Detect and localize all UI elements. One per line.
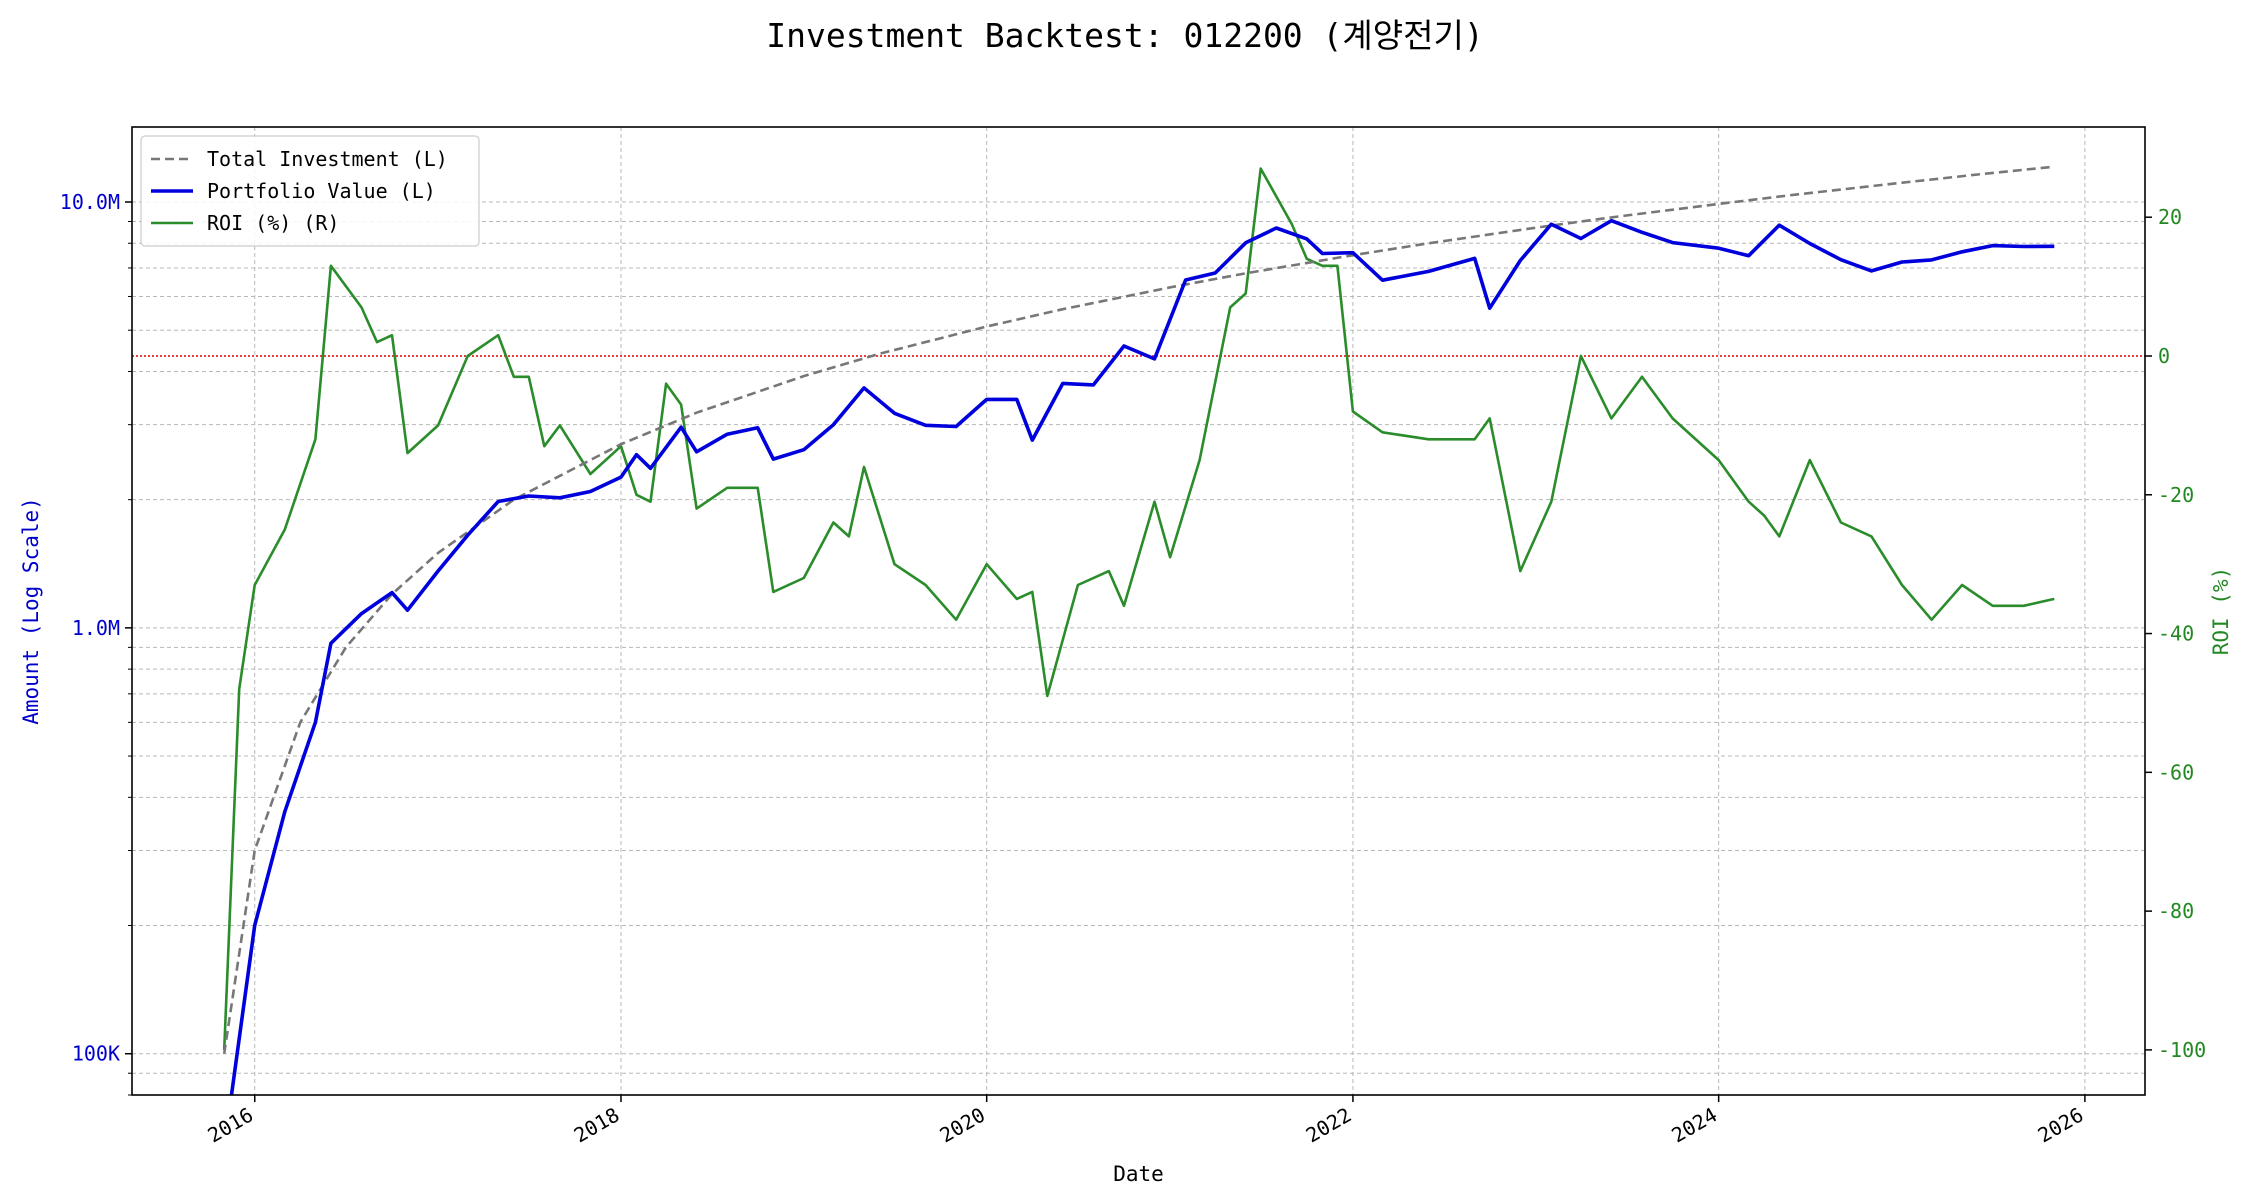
legend-box bbox=[140, 135, 480, 247]
series-line-portfolio bbox=[229, 218, 2055, 1095]
y-right-axis: -100 -80 -60 -40 -20 0 20 bbox=[2145, 205, 2206, 1062]
y-left-axis: 100K 1.0M 10.0M bbox=[60, 190, 132, 1096]
y-left-axis-label: Amount (Log Scale) bbox=[19, 497, 43, 725]
plot-frame bbox=[131, 126, 2146, 1096]
y-right-tick-label: -80 bbox=[2158, 899, 2194, 923]
y-right-tick-label: 0 bbox=[2158, 344, 2170, 368]
y-right-tick-label: -100 bbox=[2158, 1038, 2206, 1062]
series-line-roi bbox=[222, 167, 2055, 1050]
series-line-total-investment bbox=[222, 165, 2055, 1054]
legend-label: Total Investment (L) bbox=[207, 147, 448, 171]
y-right-tick-label: -20 bbox=[2158, 483, 2194, 507]
y-right-tick-label: -60 bbox=[2158, 760, 2194, 784]
y-right-tick-label: -40 bbox=[2158, 622, 2194, 646]
series-layer bbox=[222, 165, 2055, 1095]
y-left-tick-label: 1.0M bbox=[72, 616, 120, 640]
y-right-axis-label: ROI (%) bbox=[2209, 567, 2233, 656]
y-left-tick-label: 100K bbox=[72, 1042, 120, 1066]
grid bbox=[132, 127, 2145, 1096]
y-right-tick-label: 20 bbox=[2158, 205, 2182, 229]
x-axis-label: Date bbox=[1113, 1162, 1164, 1186]
y-left-tick-label: 10.0M bbox=[60, 190, 120, 214]
chart-title: Investment Backtest: 012200 (계양전기) bbox=[766, 16, 1483, 55]
legend-label: Portfolio Value (L) bbox=[207, 179, 436, 203]
legend-label: ROI (%) (R) bbox=[207, 211, 339, 235]
legend: Total Investment (L) Portfolio Value (L) R… bbox=[140, 135, 480, 247]
